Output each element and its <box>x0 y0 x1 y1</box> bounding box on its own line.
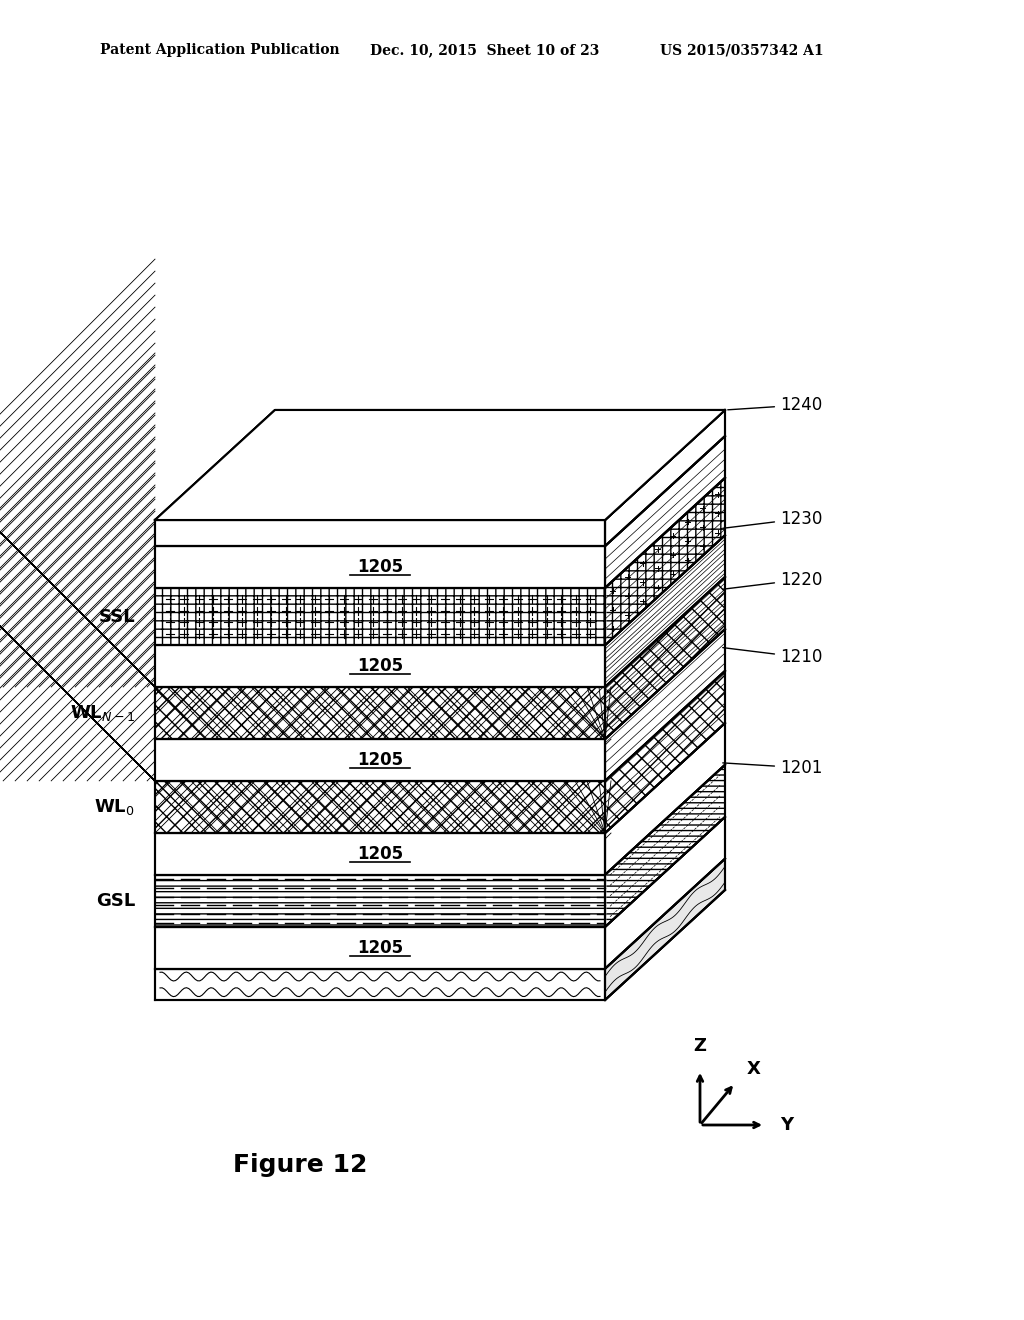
Polygon shape <box>605 411 725 546</box>
Polygon shape <box>605 817 725 969</box>
Text: SSL: SSL <box>98 607 135 626</box>
Polygon shape <box>155 546 605 587</box>
Polygon shape <box>155 875 605 927</box>
Polygon shape <box>605 817 725 969</box>
Text: Z: Z <box>693 1038 707 1055</box>
Polygon shape <box>155 587 605 645</box>
Polygon shape <box>605 411 725 546</box>
Polygon shape <box>605 577 725 739</box>
Polygon shape <box>605 630 725 781</box>
Polygon shape <box>155 781 605 833</box>
Polygon shape <box>155 833 605 875</box>
Polygon shape <box>605 577 725 739</box>
Polygon shape <box>155 645 605 686</box>
Polygon shape <box>155 520 605 546</box>
Polygon shape <box>155 781 605 833</box>
Polygon shape <box>155 686 605 739</box>
Text: 1205: 1205 <box>357 751 403 770</box>
Text: 1240: 1240 <box>728 396 822 414</box>
Polygon shape <box>155 686 605 739</box>
Text: 1205: 1205 <box>357 939 403 957</box>
Text: US 2015/0357342 A1: US 2015/0357342 A1 <box>660 44 823 57</box>
Text: Figure 12: Figure 12 <box>232 1152 368 1177</box>
Polygon shape <box>605 764 725 927</box>
Polygon shape <box>605 630 725 781</box>
Text: WL$_{0}$: WL$_{0}$ <box>94 797 135 817</box>
Text: 1201: 1201 <box>723 759 822 776</box>
Text: 1230: 1230 <box>723 510 822 528</box>
Text: X: X <box>746 1060 761 1078</box>
Polygon shape <box>155 781 605 833</box>
Polygon shape <box>155 969 605 1001</box>
Text: 1210: 1210 <box>723 648 822 667</box>
Text: GSL: GSL <box>96 892 135 909</box>
Polygon shape <box>155 411 725 520</box>
Polygon shape <box>605 671 725 833</box>
Polygon shape <box>155 969 605 1001</box>
Polygon shape <box>155 645 605 686</box>
Polygon shape <box>155 969 605 1001</box>
Polygon shape <box>155 520 605 546</box>
Polygon shape <box>155 875 605 927</box>
Polygon shape <box>155 927 605 969</box>
Polygon shape <box>605 535 725 686</box>
Polygon shape <box>155 411 725 520</box>
Polygon shape <box>605 478 725 645</box>
Polygon shape <box>605 859 725 1001</box>
Polygon shape <box>155 546 605 587</box>
Polygon shape <box>155 739 605 781</box>
Polygon shape <box>605 723 725 875</box>
Polygon shape <box>155 833 605 875</box>
Polygon shape <box>155 686 605 739</box>
Polygon shape <box>155 411 725 520</box>
Polygon shape <box>605 723 725 875</box>
Text: Dec. 10, 2015  Sheet 10 of 23: Dec. 10, 2015 Sheet 10 of 23 <box>370 44 599 57</box>
Polygon shape <box>605 535 725 686</box>
Text: 1205: 1205 <box>357 657 403 675</box>
Polygon shape <box>605 764 725 927</box>
Text: 1220: 1220 <box>723 570 822 589</box>
Polygon shape <box>155 587 605 645</box>
Polygon shape <box>605 478 725 645</box>
Polygon shape <box>155 739 605 781</box>
Text: Y: Y <box>780 1115 794 1134</box>
Polygon shape <box>605 671 725 833</box>
Text: Patent Application Publication: Patent Application Publication <box>100 44 340 57</box>
Text: 1205: 1205 <box>357 845 403 863</box>
Polygon shape <box>155 927 605 969</box>
Polygon shape <box>605 436 725 587</box>
Polygon shape <box>605 436 725 587</box>
Text: WL$_{N-1}$: WL$_{N-1}$ <box>70 704 135 723</box>
Polygon shape <box>155 875 605 927</box>
Text: 1205: 1205 <box>357 558 403 576</box>
Polygon shape <box>155 781 605 833</box>
Polygon shape <box>155 686 605 739</box>
Polygon shape <box>155 587 605 645</box>
Polygon shape <box>605 859 725 1001</box>
